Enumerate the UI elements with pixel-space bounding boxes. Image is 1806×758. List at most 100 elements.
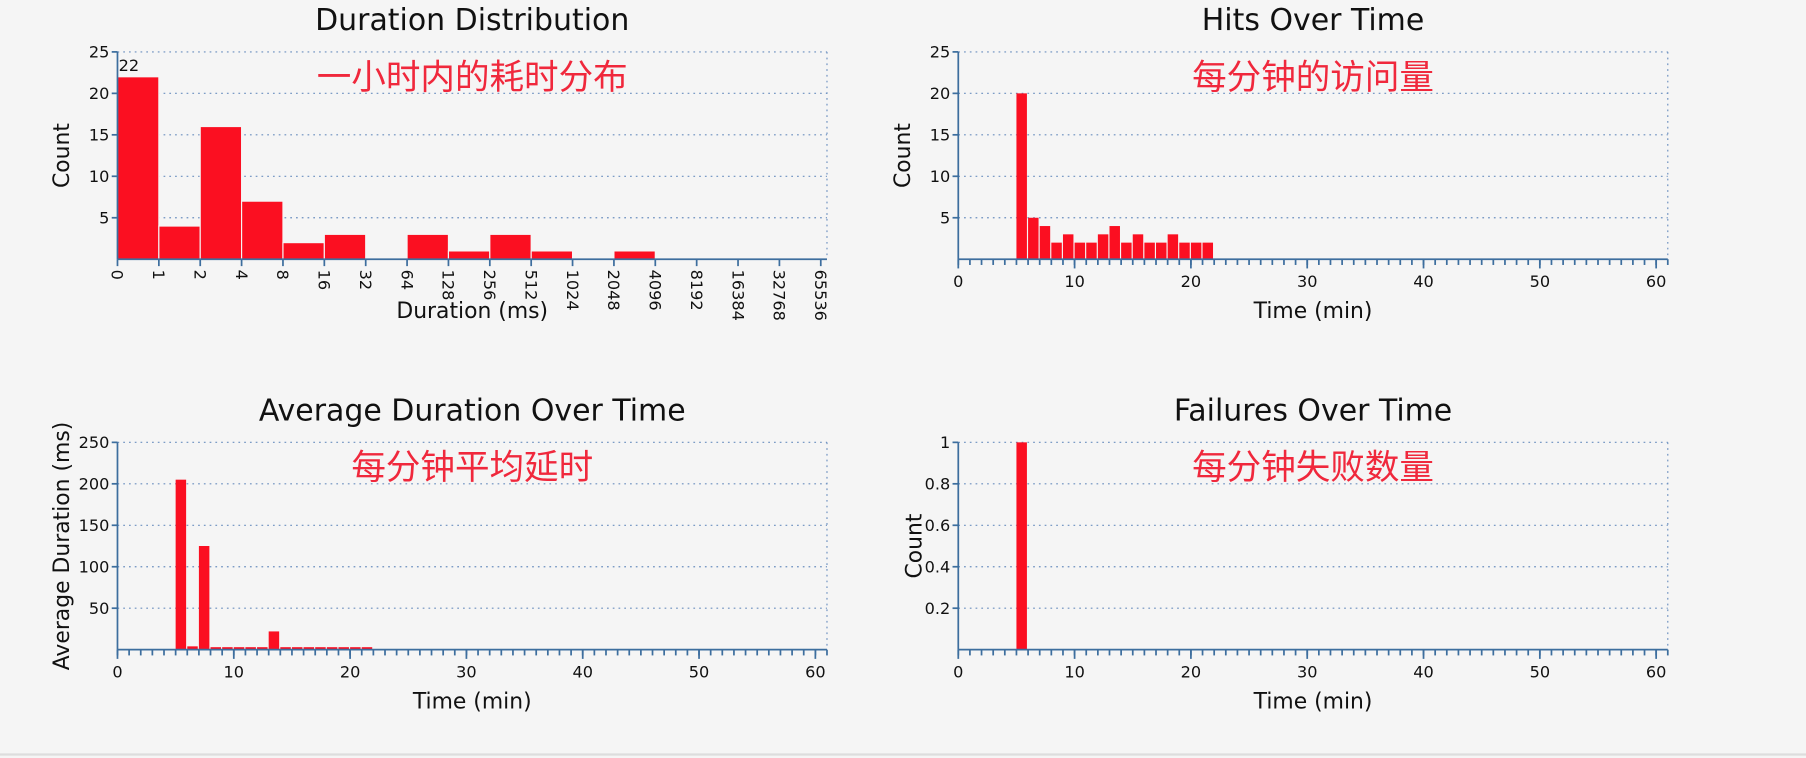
bar — [326, 647, 338, 650]
annotation: 每分钟的访问量 — [1192, 58, 1434, 98]
bar — [187, 646, 198, 650]
x-tick-label: 256 — [480, 270, 499, 301]
x-tick-label: 10 — [224, 662, 244, 681]
bar — [1097, 234, 1109, 260]
x-tick-label: 8 — [273, 270, 292, 280]
x-tick-label: 10 — [1064, 272, 1085, 291]
y-axis-label: Average Duration (ms) — [50, 422, 75, 671]
y-tick-label: 0.4 — [925, 558, 951, 577]
y-tick-label: 0.2 — [925, 599, 951, 618]
x-tick-label: 512 — [521, 270, 540, 301]
bar — [175, 479, 187, 650]
bar — [241, 200, 284, 260]
x-tick-label: 50 — [689, 662, 710, 681]
x-tick-label: 20 — [340, 662, 361, 681]
x-axis-label: Time (min) — [1253, 299, 1373, 324]
x-tick-label: 60 — [1646, 272, 1667, 291]
y-tick-label: 50 — [89, 599, 109, 618]
x-tick-label: 30 — [1297, 662, 1318, 681]
bar — [1202, 242, 1214, 260]
y-tick-label: 200 — [79, 475, 110, 494]
y-tick-label: 20 — [89, 84, 109, 103]
y-tick-label: 15 — [89, 126, 109, 145]
x-tick-label: 4096 — [646, 270, 665, 311]
x-tick-label: 0 — [953, 272, 963, 291]
x-tick-label: 4 — [232, 270, 251, 280]
x-tick-label: 40 — [1413, 272, 1434, 291]
bar — [1167, 234, 1179, 260]
x-tick-label: 50 — [1530, 662, 1551, 681]
bar — [268, 631, 280, 650]
bar — [1109, 226, 1120, 260]
chart-title: Average Duration Over Time — [259, 393, 686, 428]
x-tick-label: 128 — [439, 270, 458, 301]
annotation: 每分钟平均延时 — [351, 448, 593, 488]
y-axis-label: Count — [891, 123, 916, 188]
y-tick-label: 25 — [89, 43, 109, 62]
y-tick-label: 15 — [930, 126, 951, 145]
y-axis-label: Count — [902, 513, 927, 578]
y-tick-label: 0.8 — [925, 475, 951, 494]
x-tick-label: 16384 — [728, 270, 747, 321]
bar — [1086, 242, 1097, 260]
y-tick-label: 5 — [99, 209, 109, 228]
y-tick-label: 0.6 — [925, 516, 951, 535]
y-tick-label: 250 — [79, 433, 110, 452]
bar — [291, 647, 303, 650]
bar — [233, 647, 245, 650]
bar — [1016, 93, 1027, 260]
bar — [489, 233, 532, 260]
bar — [1028, 217, 1039, 260]
bar — [447, 250, 491, 260]
annotation: 每分钟失败数量 — [1192, 448, 1434, 488]
bar — [1179, 242, 1190, 260]
bar — [323, 233, 367, 260]
x-tick-label: 1 — [149, 270, 168, 280]
x-tick-label: 2 — [190, 270, 209, 280]
x-tick-label: 65536 — [811, 270, 830, 321]
x-tick-label: 0 — [108, 270, 127, 280]
bar — [303, 647, 315, 650]
chart-title: Hits Over Time — [1202, 3, 1424, 38]
y-tick-label: 1 — [940, 433, 950, 452]
y-tick-label: 10 — [930, 167, 951, 186]
x-axis-label: Time (min) — [412, 689, 532, 714]
y-tick-label: 5 — [940, 209, 950, 228]
bar — [1062, 234, 1074, 260]
x-tick-label: 1024 — [563, 270, 582, 311]
bar — [245, 647, 256, 650]
bar — [1190, 242, 1202, 260]
bar — [282, 242, 325, 260]
bar — [350, 647, 361, 650]
bar — [315, 647, 326, 650]
x-tick-label: 20 — [1181, 662, 1202, 681]
bar — [210, 647, 222, 650]
bar — [361, 647, 373, 650]
chart-title: Duration Distribution — [315, 3, 629, 38]
bar — [1039, 226, 1051, 260]
chart-title: Failures Over Time — [1174, 393, 1452, 428]
bar — [1074, 242, 1086, 260]
x-tick-label: 0 — [953, 662, 963, 681]
bar — [1132, 234, 1144, 260]
y-tick-label: 20 — [930, 84, 951, 103]
y-tick-label: 25 — [930, 43, 951, 62]
bar — [406, 233, 450, 260]
x-tick-label: 40 — [572, 662, 593, 681]
bar — [1144, 242, 1155, 260]
y-tick-label: 100 — [79, 558, 110, 577]
bar — [158, 225, 201, 260]
x-tick-label: 16 — [315, 270, 334, 291]
x-tick-label: 50 — [1530, 272, 1551, 291]
x-tick-label: 64 — [397, 270, 416, 291]
bar — [1156, 242, 1167, 260]
bar — [530, 250, 574, 260]
bar — [1121, 242, 1132, 260]
x-tick-label: 0 — [112, 662, 122, 681]
x-tick-label: 32 — [356, 270, 375, 291]
x-tick-label: 40 — [1413, 662, 1434, 681]
x-tick-label: 60 — [1646, 662, 1667, 681]
x-axis-label: Duration (ms) — [396, 299, 548, 324]
x-tick-label: 60 — [805, 662, 826, 681]
